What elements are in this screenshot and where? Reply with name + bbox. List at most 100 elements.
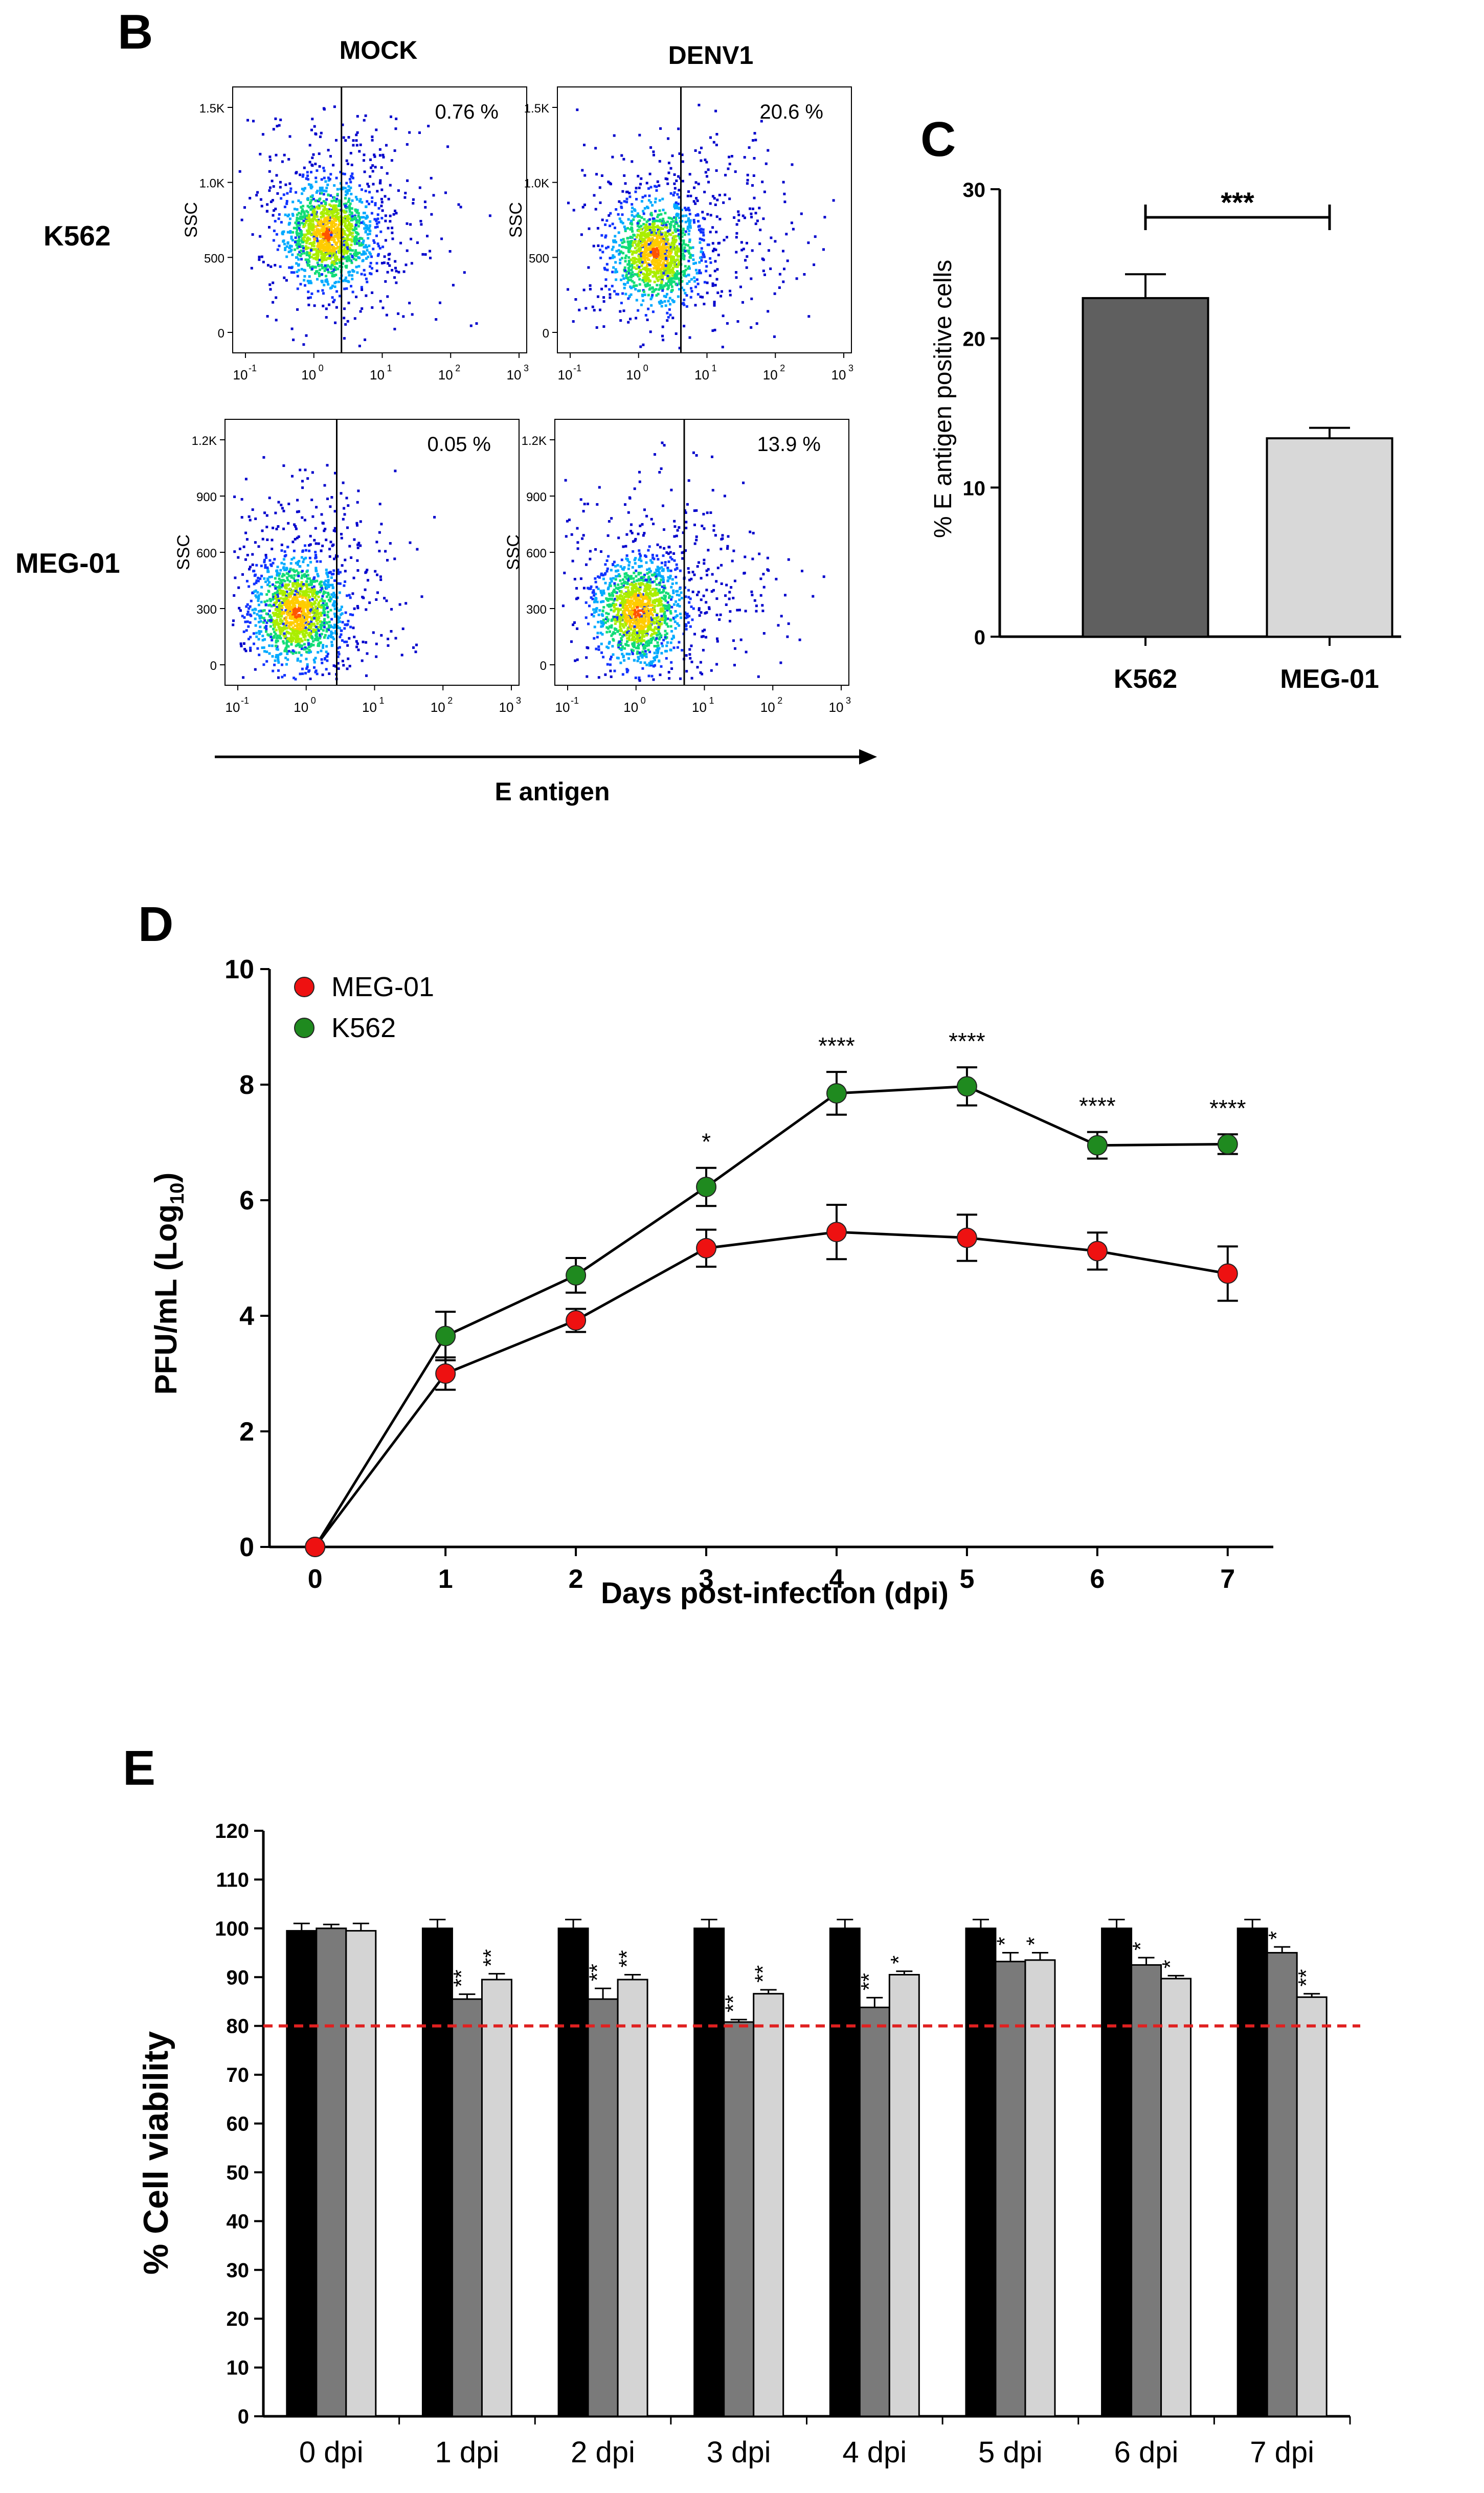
flow-event	[306, 211, 309, 214]
flow-event	[753, 132, 756, 135]
flow-event	[628, 192, 631, 194]
flow-event	[694, 181, 698, 184]
flow-event	[623, 240, 626, 243]
flow-event	[615, 271, 618, 273]
flow-event	[245, 538, 249, 541]
flow-event	[609, 581, 612, 585]
flow-event	[384, 195, 387, 198]
flow-event	[249, 649, 252, 652]
flow-event	[325, 190, 328, 193]
flow-event	[670, 278, 673, 281]
flow-event	[303, 211, 306, 214]
flow-event	[639, 183, 642, 186]
flow-event	[277, 669, 280, 672]
flow-event	[385, 144, 388, 147]
flow-event	[298, 608, 301, 611]
flow-event	[377, 253, 380, 256]
flow-event	[282, 527, 285, 530]
flow-event	[287, 624, 290, 627]
flow-event	[313, 304, 316, 307]
flow-event	[655, 242, 658, 245]
flow-event	[285, 590, 288, 593]
flow-event	[690, 278, 693, 281]
flow-event	[324, 239, 327, 242]
flow-event	[343, 513, 346, 516]
flow-event	[711, 329, 714, 332]
flow-event	[674, 221, 678, 224]
flow-event	[706, 213, 709, 216]
flow-event	[593, 309, 596, 312]
flow-event	[334, 218, 338, 221]
flow-event	[622, 238, 625, 241]
flow-event	[673, 259, 677, 262]
flow-event	[301, 606, 304, 609]
flow-event	[290, 558, 294, 561]
flow-event	[296, 229, 299, 232]
flow-event	[633, 251, 636, 254]
flow-event	[284, 248, 287, 251]
flow-event	[661, 585, 664, 588]
flow-event	[364, 230, 367, 233]
flow-event	[655, 240, 658, 243]
flow-event	[297, 572, 300, 575]
flow-event	[278, 622, 281, 625]
flow-event	[323, 217, 326, 220]
flow-event	[305, 628, 308, 631]
flow-event	[298, 245, 301, 248]
flow-event	[366, 233, 369, 236]
flow-event	[761, 604, 764, 607]
flow-event	[649, 254, 653, 257]
flow-event	[280, 221, 283, 224]
flow-event	[678, 152, 681, 155]
flow-event	[283, 599, 286, 602]
flow-event	[317, 642, 320, 645]
flow-event	[651, 242, 654, 245]
flow-event	[291, 652, 295, 655]
flow-event	[257, 621, 260, 623]
flow-event	[361, 659, 364, 662]
flow-event	[278, 599, 281, 602]
flow-event	[279, 601, 282, 604]
flow-event	[314, 634, 318, 637]
flow-event	[295, 227, 298, 230]
flow-event	[296, 271, 299, 274]
flow-event	[372, 183, 375, 186]
flow-event	[706, 291, 709, 295]
flow-event	[364, 252, 367, 255]
flow-event	[357, 212, 360, 215]
flow-event	[386, 559, 389, 562]
flow-event	[296, 593, 299, 596]
flow-event	[628, 195, 632, 198]
flow-event	[278, 634, 281, 637]
flow-event	[312, 253, 315, 256]
flow-event	[656, 554, 659, 557]
flow-event	[301, 175, 304, 178]
flow-event	[321, 595, 324, 598]
flow-event	[308, 588, 311, 591]
flow-event	[608, 288, 611, 291]
flow-event	[283, 276, 286, 279]
flow-event	[240, 218, 243, 221]
flow-event	[326, 614, 329, 617]
flow-event	[364, 338, 367, 341]
flow-event	[274, 220, 277, 222]
flow-event	[649, 287, 652, 290]
flow-event	[635, 243, 638, 246]
flow-event	[298, 237, 301, 239]
flow-event	[677, 255, 680, 258]
flow-event	[320, 612, 322, 614]
flow-event	[324, 603, 327, 607]
flow-event	[320, 513, 323, 516]
flow-event	[623, 286, 626, 289]
flow-event	[361, 216, 364, 219]
flow-event	[348, 637, 351, 640]
flow-event	[677, 295, 680, 298]
flow-event	[304, 646, 307, 649]
flow-event	[659, 235, 662, 238]
flow-event	[291, 637, 294, 640]
flow-event	[739, 285, 742, 288]
flow-event	[651, 248, 655, 251]
flow-event	[649, 201, 653, 204]
flow-event	[337, 231, 340, 234]
flow-event	[266, 315, 269, 318]
